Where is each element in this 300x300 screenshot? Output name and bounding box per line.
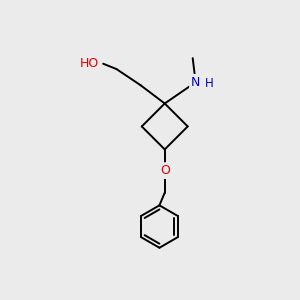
Text: N: N <box>191 76 200 89</box>
Text: HO: HO <box>80 57 99 70</box>
Text: H: H <box>205 77 214 90</box>
Text: O: O <box>160 164 170 177</box>
